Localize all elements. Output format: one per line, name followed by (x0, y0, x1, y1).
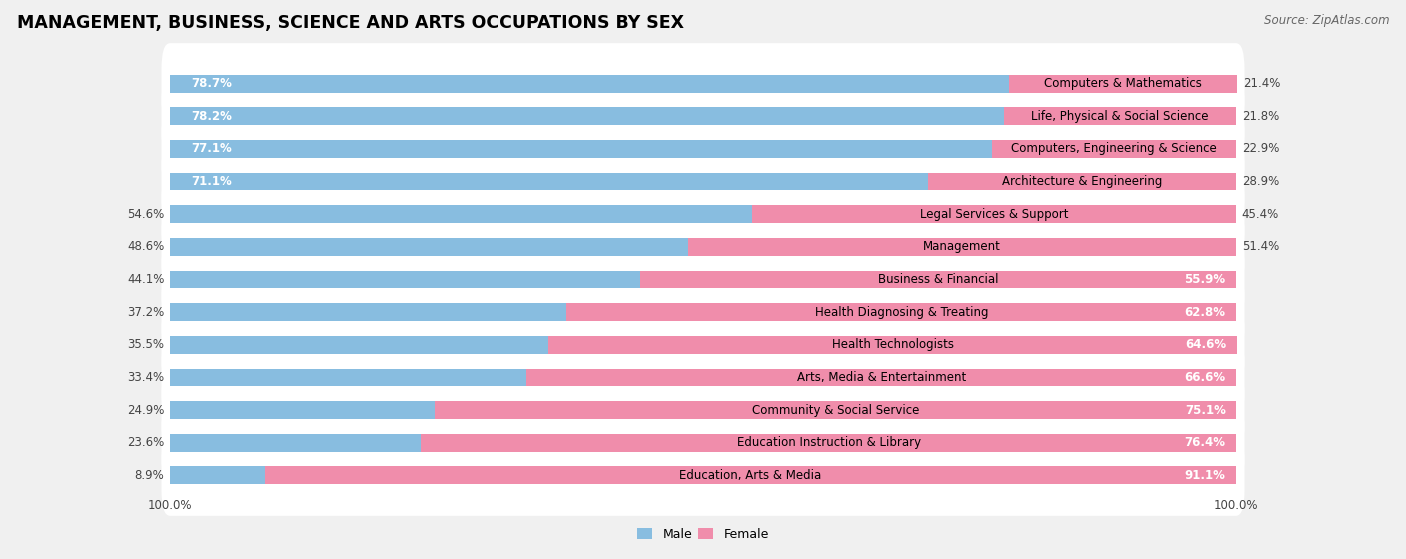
Text: 37.2%: 37.2% (127, 306, 165, 319)
FancyBboxPatch shape (162, 141, 1244, 222)
Text: 78.2%: 78.2% (191, 110, 232, 123)
Bar (170, 140, 993, 158)
FancyBboxPatch shape (162, 272, 1244, 353)
Text: 51.4%: 51.4% (1241, 240, 1279, 253)
Text: Life, Physical & Social Science: Life, Physical & Social Science (1031, 110, 1209, 123)
Text: Education, Arts & Media: Education, Arts & Media (679, 469, 821, 482)
Text: 77.1%: 77.1% (191, 143, 232, 155)
Text: Legal Services & Support: Legal Services & Support (920, 208, 1069, 221)
FancyBboxPatch shape (162, 337, 1244, 418)
Bar (640, 271, 1236, 288)
Text: Computers & Mathematics: Computers & Mathematics (1045, 77, 1202, 90)
FancyBboxPatch shape (162, 239, 1244, 320)
FancyBboxPatch shape (162, 206, 1244, 287)
Text: 76.4%: 76.4% (1185, 436, 1226, 449)
Text: Arts, Media & Entertainment: Arts, Media & Entertainment (797, 371, 966, 384)
Text: Management: Management (924, 240, 1001, 253)
FancyBboxPatch shape (162, 76, 1244, 157)
Bar (526, 368, 1236, 386)
Text: 91.1%: 91.1% (1185, 469, 1226, 482)
Text: Business & Financial: Business & Financial (877, 273, 998, 286)
FancyBboxPatch shape (162, 435, 1244, 516)
Bar (1004, 107, 1236, 125)
Text: 75.1%: 75.1% (1185, 404, 1226, 416)
Text: Community & Social Service: Community & Social Service (752, 404, 920, 416)
Text: 48.6%: 48.6% (127, 240, 165, 253)
Bar (548, 336, 1237, 354)
FancyBboxPatch shape (162, 369, 1244, 451)
Text: Source: ZipAtlas.com: Source: ZipAtlas.com (1264, 14, 1389, 27)
FancyBboxPatch shape (162, 402, 1244, 483)
Text: Education Instruction & Library: Education Instruction & Library (737, 436, 921, 449)
Bar (170, 401, 436, 419)
Text: 71.1%: 71.1% (191, 175, 232, 188)
Text: 62.8%: 62.8% (1185, 306, 1226, 319)
Bar (688, 238, 1236, 256)
Bar (264, 466, 1236, 484)
Text: 45.4%: 45.4% (1241, 208, 1279, 221)
Bar (170, 434, 422, 452)
Bar (170, 205, 752, 223)
Bar (436, 401, 1236, 419)
Bar (170, 75, 1010, 93)
Bar (170, 336, 548, 354)
Bar (422, 434, 1236, 452)
Legend: Male, Female: Male, Female (633, 523, 773, 546)
Text: 64.6%: 64.6% (1185, 338, 1226, 351)
Text: 55.9%: 55.9% (1184, 273, 1226, 286)
Text: 100.0%: 100.0% (1213, 499, 1258, 512)
Text: 22.9%: 22.9% (1241, 143, 1279, 155)
Bar (170, 368, 526, 386)
Bar (928, 173, 1236, 191)
Text: Architecture & Engineering: Architecture & Engineering (1002, 175, 1163, 188)
Text: Health Technologists: Health Technologists (832, 338, 953, 351)
FancyBboxPatch shape (162, 174, 1244, 255)
Bar (170, 238, 688, 256)
Bar (567, 303, 1236, 321)
Text: 8.9%: 8.9% (135, 469, 165, 482)
Text: 28.9%: 28.9% (1241, 175, 1279, 188)
Text: 21.8%: 21.8% (1241, 110, 1279, 123)
Text: 78.7%: 78.7% (191, 77, 232, 90)
Text: Computers, Engineering & Science: Computers, Engineering & Science (1011, 143, 1218, 155)
Bar (170, 173, 928, 191)
Text: 24.9%: 24.9% (127, 404, 165, 416)
Text: 23.6%: 23.6% (127, 436, 165, 449)
Text: 54.6%: 54.6% (127, 208, 165, 221)
Text: 100.0%: 100.0% (148, 499, 193, 512)
Text: 44.1%: 44.1% (127, 273, 165, 286)
Text: 35.5%: 35.5% (128, 338, 165, 351)
FancyBboxPatch shape (162, 43, 1244, 124)
Bar (752, 205, 1236, 223)
FancyBboxPatch shape (162, 304, 1244, 385)
Text: 21.4%: 21.4% (1243, 77, 1279, 90)
Text: Health Diagnosing & Treating: Health Diagnosing & Treating (814, 306, 988, 319)
Bar (170, 466, 264, 484)
Bar (170, 271, 640, 288)
Bar (993, 140, 1236, 158)
Bar (170, 303, 567, 321)
Bar (1010, 75, 1237, 93)
Text: 33.4%: 33.4% (127, 371, 165, 384)
Text: 66.6%: 66.6% (1184, 371, 1226, 384)
Text: MANAGEMENT, BUSINESS, SCIENCE AND ARTS OCCUPATIONS BY SEX: MANAGEMENT, BUSINESS, SCIENCE AND ARTS O… (17, 14, 683, 32)
FancyBboxPatch shape (162, 108, 1244, 190)
Bar (170, 107, 1004, 125)
